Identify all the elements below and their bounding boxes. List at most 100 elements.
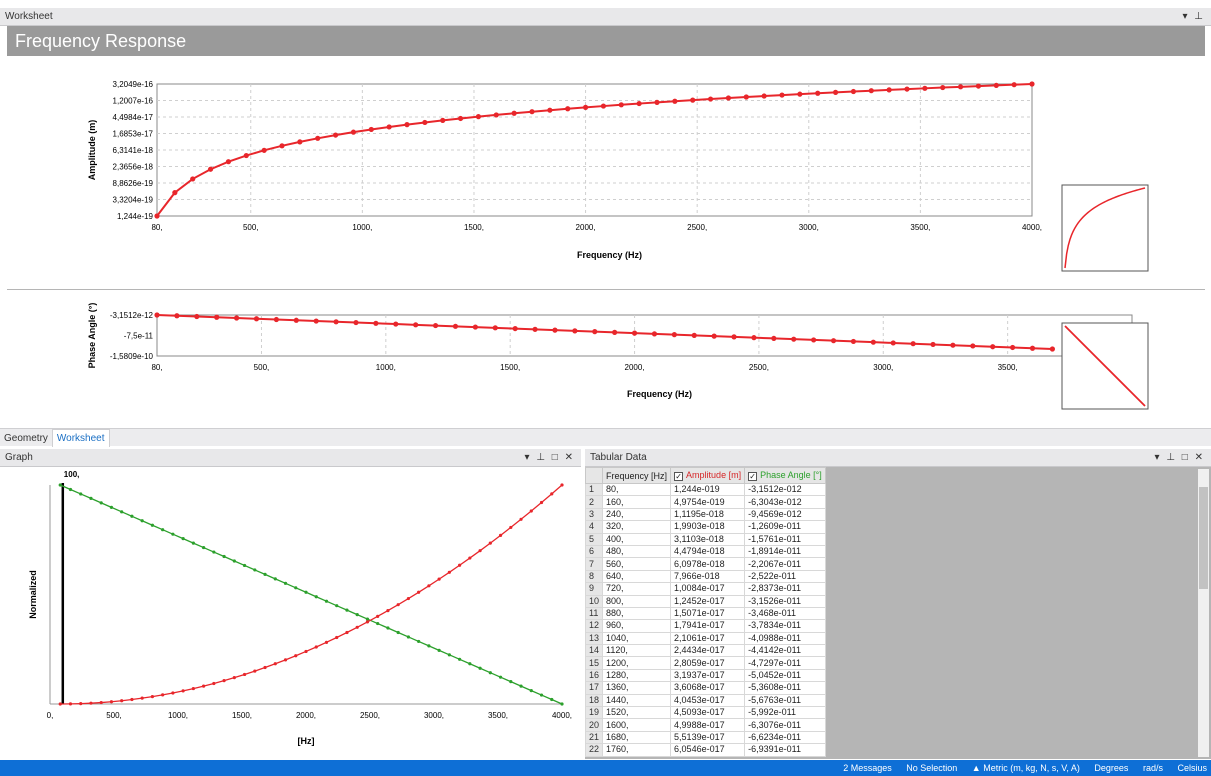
phase-cell[interactable]: -6,9391e-011 (744, 743, 826, 757)
frequency-cell[interactable]: 1600, (602, 718, 672, 732)
frequency-cell[interactable]: 800, (602, 594, 672, 608)
messages-status[interactable]: 2 Messages (843, 763, 892, 773)
table-row[interactable]: 21 1680, 5,5139e-017 -6,6234e-011 (585, 730, 826, 745)
phase-cell[interactable]: -6,6234e-011 (744, 730, 826, 745)
phase-cell[interactable]: -5,3608e-011 (744, 681, 826, 695)
tabular-pane-controls[interactable]: ▾ ⊥ □ ✕ (1154, 452, 1205, 463)
frequency-cell[interactable]: 320, (602, 520, 672, 534)
row-number-cell[interactable]: 10 (585, 594, 604, 608)
table-row[interactable]: 5 400, 3,1103e-018 -1,5761e-011 (585, 532, 826, 546)
amplitude-checkbox[interactable]: ✓ (674, 472, 684, 481)
row-number-cell[interactable]: 17 (585, 681, 604, 695)
amplitude-cell[interactable]: 4,5093e-017 (670, 706, 746, 720)
table-row[interactable]: 3 240, 1,1195e-018 -9,4569e-012 (585, 507, 826, 522)
phase-cell[interactable]: -3,468e-011 (744, 606, 826, 621)
table-row[interactable]: 15 1200, 2,8059e-017 -4,7297e-011 (585, 656, 826, 670)
table-row[interactable]: 18 1440, 4,0453e-017 -5,6763e-011 (585, 693, 826, 708)
table-row[interactable]: 16 1280, 3,1937e-017 -5,0452e-011 (585, 668, 826, 683)
row-number-cell[interactable]: 14 (585, 644, 604, 658)
frequency-cell[interactable]: 400, (602, 532, 672, 546)
amplitude-cell[interactable]: 4,9988e-017 (670, 718, 746, 732)
row-number-cell[interactable]: 16 (585, 668, 604, 683)
row-number-cell[interactable]: 22 (585, 743, 604, 757)
frequency-cell[interactable]: 1360, (602, 681, 672, 695)
table-row[interactable]: 11 880, 1,5071e-017 -3,468e-011 (585, 606, 826, 621)
amplitude-cell[interactable]: 2,1061e-017 (670, 631, 746, 646)
phase-cell[interactable]: -1,5761e-011 (744, 532, 826, 546)
phase-cell[interactable]: -3,1512e-012 (744, 482, 826, 497)
frequency-cell[interactable]: 160, (602, 495, 672, 509)
phase-cell[interactable]: -5,0452e-011 (744, 668, 826, 683)
phase-cell[interactable]: -2,2067e-011 (744, 557, 826, 571)
table-row[interactable]: 9 720, 1,0084e-017 -2,8373e-011 (585, 582, 826, 596)
table-row[interactable]: 8 640, 7,966e-018 -2,522e-011 (585, 569, 826, 584)
amplitude-cell[interactable]: 3,1937e-017 (670, 668, 746, 683)
unit-system-status[interactable]: ▲ Metric (m, kg, N, s, V, A) (971, 763, 1080, 773)
frequency-cell[interactable]: 1280, (602, 668, 672, 683)
row-number-cell[interactable]: 4 (585, 520, 604, 534)
rate-unit-status[interactable]: rad/s (1142, 763, 1163, 773)
frequency-cell[interactable]: 1440, (602, 693, 672, 708)
amplitude-cell[interactable]: 6,0546e-017 (670, 743, 746, 757)
table-row[interactable]: 1 80, 1,244e-019 -3,1512e-012 (585, 482, 826, 497)
amplitude-cell[interactable]: 4,0453e-017 (670, 693, 746, 708)
row-number-cell[interactable]: 9 (585, 582, 604, 596)
phase-cell[interactable]: -6,3076e-011 (744, 718, 826, 732)
table-row[interactable]: 7 560, 6,0978e-018 -2,2067e-011 (585, 557, 826, 571)
phase-checkbox[interactable]: ✓ (748, 472, 758, 481)
row-number-cell[interactable]: 15 (585, 656, 604, 670)
amplitude-cell[interactable]: 2,8059e-017 (670, 656, 746, 670)
angle-unit-status[interactable]: Degrees (1094, 763, 1129, 773)
table-row[interactable]: 20 1600, 4,9988e-017 -6,3076e-011 (585, 718, 826, 732)
vertical-scrollbar[interactable] (1198, 469, 1209, 757)
worksheet-pane-controls[interactable]: ▾ ⊥ (1182, 11, 1205, 22)
amplitude-cell[interactable]: 1,244e-019 (670, 482, 746, 497)
amplitude-cell[interactable]: 3,6068e-017 (670, 681, 746, 695)
table-row[interactable]: 14 1120, 2,4434e-017 -4,4142e-011 (585, 644, 826, 658)
row-number-cell[interactable]: 18 (585, 693, 604, 708)
table-row[interactable]: 6 480, 4,4794e-018 -1,8914e-011 (585, 544, 826, 559)
frequency-cell[interactable]: 640, (602, 569, 672, 584)
row-number-cell[interactable]: 8 (585, 569, 604, 584)
row-number-cell[interactable]: 2 (585, 495, 604, 509)
scrollbar-thumb[interactable] (1199, 487, 1208, 589)
row-number-cell[interactable]: 6 (585, 544, 604, 559)
table-row[interactable]: 12 960, 1,7941e-017 -3,7834e-011 (585, 619, 826, 633)
frequency-cell[interactable]: 720, (602, 582, 672, 596)
frequency-cell[interactable]: 880, (602, 606, 672, 621)
temperature-unit-status[interactable]: Celsius (1177, 763, 1207, 773)
amplitude-cell[interactable]: 1,9903e-018 (670, 520, 746, 534)
amplitude-cell[interactable]: 1,5071e-017 (670, 606, 746, 621)
amplitude-cell[interactable]: 5,5139e-017 (670, 730, 746, 745)
frequency-cell[interactable]: 240, (602, 507, 672, 522)
amplitude-cell[interactable]: 4,9754e-019 (670, 495, 746, 509)
phase-cell[interactable]: -1,2609e-011 (744, 520, 826, 534)
row-number-cell[interactable]: 21 (585, 730, 604, 745)
table-row[interactable]: 17 1360, 3,6068e-017 -5,3608e-011 (585, 681, 826, 695)
phase-cell[interactable]: -1,8914e-011 (744, 544, 826, 559)
table-row[interactable]: 10 800, 1,2452e-017 -3,1526e-011 (585, 594, 826, 608)
phase-cell[interactable]: -3,7834e-011 (744, 619, 826, 633)
tab-worksheet[interactable]: Worksheet (51, 429, 110, 447)
phase-cell[interactable]: -5,6763e-011 (744, 693, 826, 708)
row-number-cell[interactable]: 7 (585, 557, 604, 571)
table-row[interactable]: 22 1760, 6,0546e-017 -6,9391e-011 (585, 743, 826, 757)
amplitude-cell[interactable]: 6,0978e-018 (670, 557, 746, 571)
row-number-cell[interactable]: 5 (585, 532, 604, 546)
graph-pane-controls[interactable]: ▾ ⊥ □ ✕ (524, 452, 575, 463)
table-row[interactable]: 19 1520, 4,5093e-017 -5,992e-011 (585, 706, 826, 720)
phase-cell[interactable]: -5,992e-011 (744, 706, 826, 720)
phase-cell[interactable]: -9,4569e-012 (744, 507, 826, 522)
frequency-cell[interactable]: 1760, (602, 743, 672, 757)
frequency-cell[interactable]: 480, (602, 544, 672, 559)
phase-cell[interactable]: -4,7297e-011 (744, 656, 826, 670)
phase-cell[interactable]: -6,3043e-012 (744, 495, 826, 509)
frequency-cell[interactable]: 1520, (602, 706, 672, 720)
amplitude-cell[interactable]: 4,4794e-018 (670, 544, 746, 559)
table-row[interactable]: 2 160, 4,9754e-019 -6,3043e-012 (585, 495, 826, 509)
row-number-cell[interactable]: 13 (585, 631, 604, 646)
frequency-cell[interactable]: 80, (602, 482, 672, 497)
phase-cell[interactable]: -4,4142e-011 (744, 644, 826, 658)
amplitude-column-header[interactable]: ✓ Amplitude [m] (670, 467, 746, 484)
amplitude-cell[interactable]: 3,1103e-018 (670, 532, 746, 546)
